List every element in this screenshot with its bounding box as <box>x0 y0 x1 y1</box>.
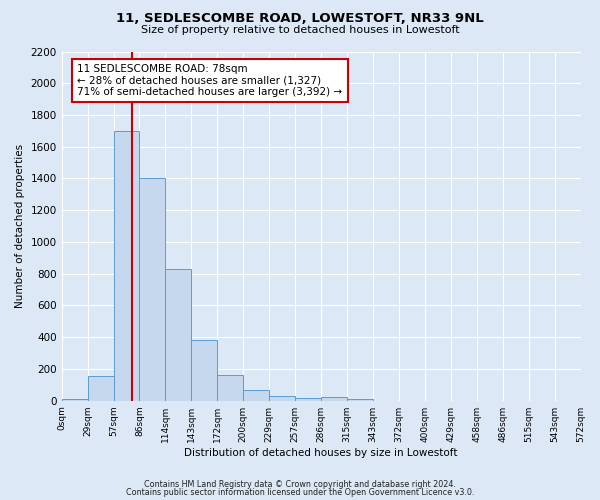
X-axis label: Distribution of detached houses by size in Lowestoft: Distribution of detached houses by size … <box>184 448 458 458</box>
Text: Size of property relative to detached houses in Lowestoft: Size of property relative to detached ho… <box>140 25 460 35</box>
Text: Contains HM Land Registry data © Crown copyright and database right 2024.: Contains HM Land Registry data © Crown c… <box>144 480 456 489</box>
Bar <box>191 340 217 400</box>
Bar <box>166 269 191 400</box>
Bar <box>62 399 88 400</box>
Y-axis label: Number of detached properties: Number of detached properties <box>15 144 25 308</box>
Bar <box>217 374 243 400</box>
Text: 11, SEDLESCOMBE ROAD, LOWESTOFT, NR33 9NL: 11, SEDLESCOMBE ROAD, LOWESTOFT, NR33 9N… <box>116 12 484 26</box>
Text: 11 SEDLESCOMBE ROAD: 78sqm
← 28% of detached houses are smaller (1,327)
71% of s: 11 SEDLESCOMBE ROAD: 78sqm ← 28% of deta… <box>77 64 343 97</box>
Bar <box>243 390 269 400</box>
Bar <box>347 399 373 400</box>
Bar <box>295 398 321 400</box>
Bar <box>113 131 139 400</box>
Text: Contains public sector information licensed under the Open Government Licence v3: Contains public sector information licen… <box>126 488 474 497</box>
Bar <box>321 396 347 400</box>
Bar <box>88 376 113 400</box>
Bar <box>269 396 295 400</box>
Bar <box>139 178 166 400</box>
